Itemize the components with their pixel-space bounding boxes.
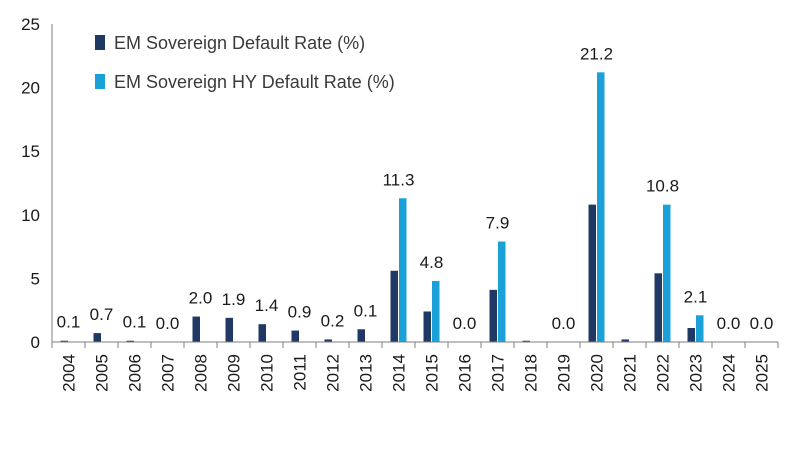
x-tick-label: 2022 bbox=[654, 354, 673, 392]
data-label: 0.7 bbox=[90, 305, 114, 324]
data-label: 0.0 bbox=[750, 314, 774, 333]
y-tick-label: 10 bbox=[21, 206, 40, 225]
x-tick-label: 2024 bbox=[720, 354, 739, 392]
y-tick-label: 25 bbox=[21, 15, 40, 34]
data-label: 0.1 bbox=[57, 313, 81, 332]
data-label: 11.3 bbox=[383, 170, 415, 189]
bar-em-sovereign-hy-default bbox=[597, 72, 605, 342]
x-tick-label: 2016 bbox=[456, 354, 475, 392]
x-tick-label: 2010 bbox=[258, 354, 277, 392]
y-tick-label: 5 bbox=[31, 269, 40, 288]
data-labels: 0.1 0.7 0.1 0.0 2.0 1.9 1.4 0.9 0.2 0.1 11.3 4.8 0.0… bbox=[57, 44, 774, 333]
bar-em-sovereign-default bbox=[324, 339, 332, 342]
bar-em-sovereign-hy-default bbox=[696, 315, 704, 342]
bar-em-sovereign-hy-default bbox=[663, 204, 671, 342]
x-tick-label: 2023 bbox=[687, 354, 706, 392]
x-axis-ticks: 2004 2005 2006 2007 2008 2009 2010 2011 2012 2013… bbox=[60, 354, 772, 392]
data-label: 7.9 bbox=[486, 214, 510, 233]
bar-em-sovereign-default bbox=[225, 317, 233, 342]
bar-em-sovereign-default bbox=[93, 333, 101, 342]
y-tick-label: 20 bbox=[21, 79, 40, 98]
data-label: 0.0 bbox=[156, 314, 180, 333]
legend-swatch-series-1 bbox=[95, 35, 105, 50]
data-label: 1.9 bbox=[222, 290, 246, 309]
x-tick-label: 2018 bbox=[522, 354, 541, 392]
bar-em-sovereign-default bbox=[423, 311, 431, 342]
bar-em-sovereign-default bbox=[60, 340, 68, 342]
axes bbox=[51, 24, 779, 348]
data-label: 0.1 bbox=[123, 313, 147, 332]
bar-em-sovereign-default bbox=[192, 316, 200, 342]
x-tick-label: 2014 bbox=[390, 354, 409, 392]
y-tick-label: 0 bbox=[31, 333, 40, 352]
x-tick-label: 2008 bbox=[192, 354, 211, 392]
x-tick-label: 2004 bbox=[60, 354, 79, 392]
x-tick-label: 2019 bbox=[555, 354, 574, 392]
bar-em-sovereign-default bbox=[489, 289, 497, 342]
x-tick-label: 2011 bbox=[291, 354, 310, 391]
bar-em-sovereign-default bbox=[621, 339, 629, 342]
data-label: 0.2 bbox=[321, 311, 345, 330]
data-label: 0.0 bbox=[453, 314, 477, 333]
x-tick-label: 2006 bbox=[126, 354, 145, 392]
bar-em-sovereign-hy-default bbox=[432, 280, 440, 342]
y-tick-label: 15 bbox=[21, 142, 40, 161]
x-tick-label: 2005 bbox=[93, 354, 112, 392]
data-label: 1.4 bbox=[255, 296, 279, 315]
bar-em-sovereign-default bbox=[357, 329, 365, 342]
bar-em-sovereign-default bbox=[687, 328, 695, 342]
bar-em-sovereign-default bbox=[522, 340, 530, 342]
legend-swatch-series-2 bbox=[95, 74, 105, 89]
bar-em-sovereign-default bbox=[390, 270, 398, 342]
x-tick-label: 2021 bbox=[621, 354, 640, 392]
data-label: 0.9 bbox=[288, 303, 312, 322]
data-label: 0.0 bbox=[552, 314, 576, 333]
bar-em-sovereign-default bbox=[291, 330, 299, 342]
x-tick-label: 2012 bbox=[324, 354, 343, 392]
data-label: 0.0 bbox=[717, 314, 741, 333]
y-axis-ticks: 0 5 10 15 20 25 bbox=[21, 15, 40, 352]
data-label: 0.1 bbox=[354, 301, 378, 320]
data-label: 2.1 bbox=[684, 287, 708, 306]
bar-em-sovereign-hy-default bbox=[399, 198, 407, 342]
data-label: 4.8 bbox=[420, 253, 444, 272]
bar-em-sovereign-default bbox=[588, 204, 596, 342]
bar-em-sovereign-hy-default bbox=[498, 241, 506, 342]
bar-em-sovereign-default bbox=[258, 324, 266, 342]
bar-em-sovereign-default bbox=[654, 273, 662, 342]
x-tick-label: 2015 bbox=[423, 354, 442, 392]
data-label: 10.8 bbox=[646, 177, 679, 196]
x-tick-label: 2025 bbox=[753, 354, 772, 392]
data-label: 2.0 bbox=[189, 289, 213, 308]
x-tick-label: 2013 bbox=[357, 354, 376, 392]
x-tick-label: 2009 bbox=[225, 354, 244, 392]
legend: EM Sovereign Default Rate (%) EM Soverei… bbox=[95, 33, 395, 92]
legend-label-series-2: EM Sovereign HY Default Rate (%) bbox=[114, 72, 395, 92]
x-tick-label: 2017 bbox=[489, 354, 508, 392]
x-tick-label: 2020 bbox=[588, 354, 607, 392]
bars bbox=[60, 72, 704, 342]
data-label: 21.2 bbox=[580, 44, 613, 63]
bar-em-sovereign-default bbox=[126, 340, 134, 342]
legend-label-series-1: EM Sovereign Default Rate (%) bbox=[114, 33, 365, 53]
x-tick-label: 2007 bbox=[159, 354, 178, 392]
